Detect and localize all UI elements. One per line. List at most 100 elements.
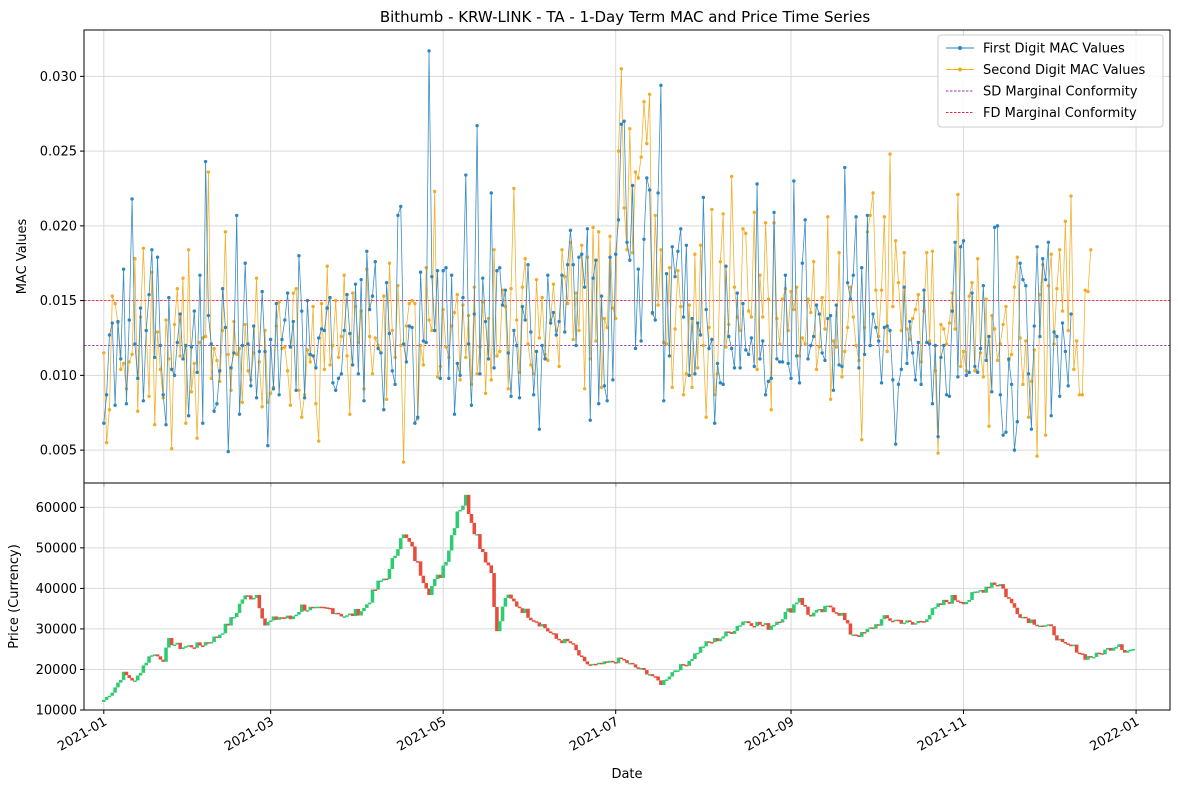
candle-up <box>217 634 222 639</box>
candle-up <box>874 624 878 629</box>
candle-down <box>565 638 570 642</box>
series-point <box>169 367 174 372</box>
series-point <box>291 319 295 324</box>
candle-up <box>823 605 827 613</box>
series-point <box>515 343 519 348</box>
series-point <box>342 328 346 333</box>
series-point <box>464 173 468 177</box>
series-point <box>449 273 454 277</box>
candle-down <box>325 607 329 609</box>
series-point <box>328 295 332 300</box>
series-point <box>939 355 943 360</box>
series-point <box>365 249 369 253</box>
candle-down <box>619 657 624 660</box>
series-point <box>659 248 663 252</box>
candle-up <box>662 680 666 686</box>
candle-down <box>947 602 952 604</box>
series-point <box>616 149 621 153</box>
candle-down <box>537 622 542 627</box>
series-point <box>466 313 471 318</box>
series-point <box>670 245 674 249</box>
candle-down <box>288 615 293 620</box>
series-point <box>260 405 264 409</box>
series-point <box>438 376 443 381</box>
series-point <box>857 366 861 370</box>
series-point <box>373 336 377 340</box>
series-point <box>696 321 700 325</box>
series-point <box>489 378 493 382</box>
series-point <box>647 188 652 192</box>
series-point <box>840 364 844 369</box>
series-point <box>153 355 157 360</box>
series-point <box>317 336 321 340</box>
candle-down <box>803 604 807 607</box>
series-point <box>229 366 233 370</box>
candle-up <box>1043 625 1048 627</box>
series-point <box>647 92 652 96</box>
candle-up <box>814 610 819 613</box>
series-point <box>339 372 344 376</box>
series-point <box>107 408 112 412</box>
candle-up <box>882 615 887 620</box>
candle-down <box>249 595 253 600</box>
series-point <box>738 328 742 333</box>
candle-down <box>421 575 426 584</box>
series-point <box>1001 433 1005 437</box>
candle-down <box>891 620 895 623</box>
series-point <box>506 351 510 355</box>
candle-up <box>223 623 228 634</box>
candle-up <box>393 555 397 559</box>
series-point <box>359 277 363 282</box>
series-point <box>992 327 997 331</box>
candle-down <box>1083 654 1087 660</box>
candle-up <box>1111 647 1116 651</box>
series-point <box>529 363 533 367</box>
series-point <box>916 340 920 345</box>
series-point <box>220 328 225 333</box>
series-point <box>410 325 414 330</box>
series-point <box>970 280 974 285</box>
series-point <box>809 310 813 315</box>
series-point <box>995 358 1000 363</box>
series-point <box>687 373 691 378</box>
series-point <box>715 361 720 366</box>
series-point <box>350 363 355 367</box>
series-point <box>891 378 895 382</box>
candle-up <box>503 598 508 607</box>
series-point <box>410 298 414 303</box>
legend-label: Second Digit MAC Values <box>983 63 1145 78</box>
candle-up <box>936 603 940 608</box>
candle-up <box>181 647 185 650</box>
candle-up <box>769 625 774 630</box>
candle-up <box>147 656 151 663</box>
series-point <box>1009 382 1014 387</box>
series-point <box>300 309 304 313</box>
series-point <box>879 288 884 292</box>
candle-down <box>727 631 731 633</box>
series-point <box>574 291 578 295</box>
series-point <box>495 354 499 358</box>
series-point <box>342 273 346 277</box>
candle-down <box>263 618 267 626</box>
candle-down <box>746 621 751 624</box>
series-point <box>636 176 641 180</box>
candle-up <box>232 617 236 619</box>
series-point <box>523 257 527 261</box>
candle-down <box>944 599 949 603</box>
series-point <box>104 393 109 397</box>
candle-down <box>438 574 443 578</box>
candle-down <box>854 634 858 637</box>
series-point <box>520 285 525 289</box>
series-point <box>893 442 898 446</box>
series-point <box>1055 286 1059 291</box>
series-point <box>314 402 318 406</box>
candle-up <box>1072 644 1076 647</box>
candle-down <box>642 668 646 671</box>
series-point <box>860 437 864 442</box>
candle-up <box>353 608 358 616</box>
candle-up <box>184 646 188 648</box>
candle-up <box>930 608 935 616</box>
series-point <box>220 286 225 291</box>
series-point <box>953 240 957 244</box>
